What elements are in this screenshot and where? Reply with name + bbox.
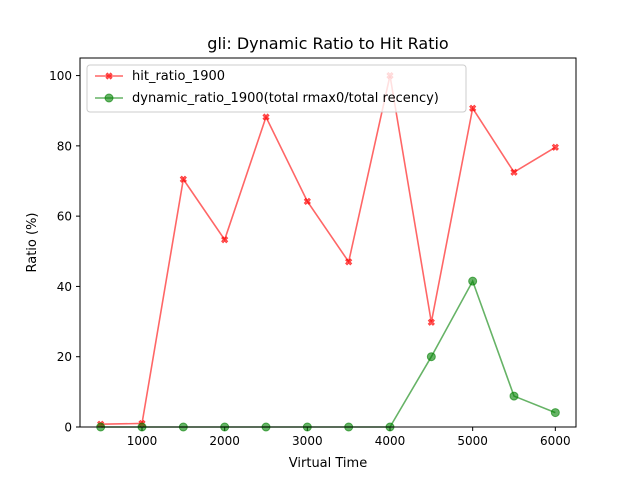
data-point-1 bbox=[426, 352, 436, 362]
y-tick-label: 100 bbox=[49, 69, 72, 83]
series-lines bbox=[100, 75, 556, 428]
data-point-1 bbox=[550, 408, 560, 418]
legend-box bbox=[86, 64, 467, 113]
data-point-0 bbox=[427, 318, 435, 326]
y-tick-label: 0 bbox=[64, 421, 72, 435]
x-tick-label: 5000 bbox=[457, 434, 488, 448]
axis-ticks: 1000 2000 3000 4000 5000 6000 0 20 40 60 80 100 bbox=[49, 69, 571, 448]
data-point-1 bbox=[468, 276, 478, 286]
x-tick-label: 3000 bbox=[292, 434, 323, 448]
data-point-0 bbox=[510, 168, 518, 176]
x-tick-label: 1000 bbox=[127, 434, 158, 448]
y-tick-label: 40 bbox=[57, 280, 72, 294]
y-tick-label: 80 bbox=[57, 139, 72, 153]
plot-area-frame bbox=[79, 57, 577, 428]
chart-title: gli: Dynamic Ratio to Hit Ratio bbox=[207, 34, 448, 53]
data-point-0 bbox=[179, 175, 187, 183]
y-tick-label: 20 bbox=[57, 350, 72, 364]
legend-swatch-marker bbox=[105, 72, 113, 80]
data-point-0 bbox=[262, 113, 270, 121]
x-tick-label: 4000 bbox=[375, 434, 406, 448]
y-axis-label: Ratio (%) bbox=[25, 212, 40, 272]
legend-swatches bbox=[95, 72, 123, 103]
legend-swatch-marker bbox=[104, 93, 114, 103]
data-point-0 bbox=[345, 258, 353, 266]
series-line-0 bbox=[100, 75, 556, 425]
series-markers bbox=[96, 71, 560, 432]
x-axis-label: Virtual Time bbox=[289, 456, 367, 471]
legend-label-dynamic-ratio: dynamic_ratio_1900(total rmax0/total rec… bbox=[132, 91, 439, 106]
series-line-1 bbox=[100, 279, 556, 428]
y-tick-label: 60 bbox=[57, 210, 72, 224]
x-tick-label: 6000 bbox=[540, 434, 571, 448]
legend: hit_ratio_1900 dynamic_ratio_1900(total … bbox=[86, 64, 467, 113]
data-point-0 bbox=[469, 104, 477, 112]
data-point-0 bbox=[221, 236, 229, 244]
data-point-1 bbox=[509, 391, 519, 401]
data-point-0 bbox=[303, 197, 311, 206]
x-tick-label: 2000 bbox=[209, 434, 240, 448]
data-point-0 bbox=[551, 143, 559, 151]
legend-label-hit-ratio: hit_ratio_1900 bbox=[132, 69, 225, 84]
